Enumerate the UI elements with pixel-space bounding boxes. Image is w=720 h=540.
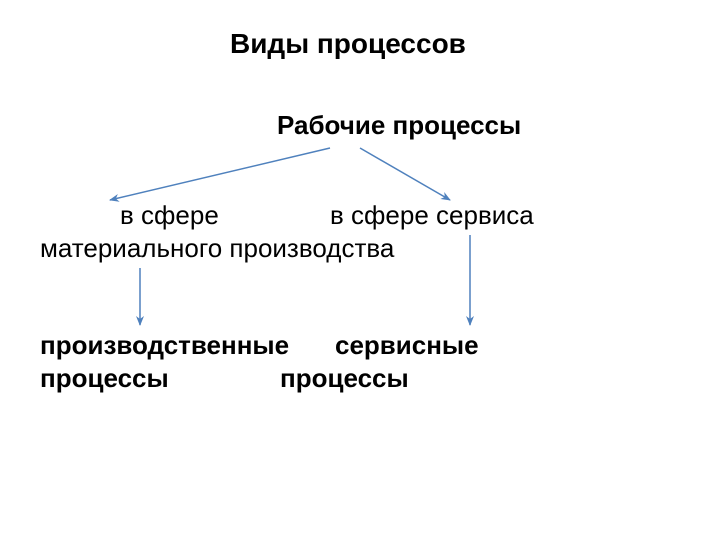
diagram-title: Виды процессов — [230, 28, 466, 60]
mid-left-line1: в сфере — [120, 200, 219, 231]
arrow-1 — [110, 148, 330, 200]
leaf-right-line2: процессы — [280, 363, 409, 394]
mid-left-line2: материального производства — [40, 233, 394, 264]
mid-right-label: в сфере сервиса — [330, 200, 534, 231]
leaf-left-line1: производственные — [40, 330, 289, 361]
arrows-layer — [0, 0, 720, 540]
leaf-left-line2: процессы — [40, 363, 169, 394]
leaf-right-line1: сервисные — [335, 330, 479, 361]
diagram-canvas: Виды процессов Рабочие процессы в сфере … — [0, 0, 720, 540]
arrow-2 — [360, 148, 450, 200]
root-node-label: Рабочие процессы — [277, 110, 521, 141]
